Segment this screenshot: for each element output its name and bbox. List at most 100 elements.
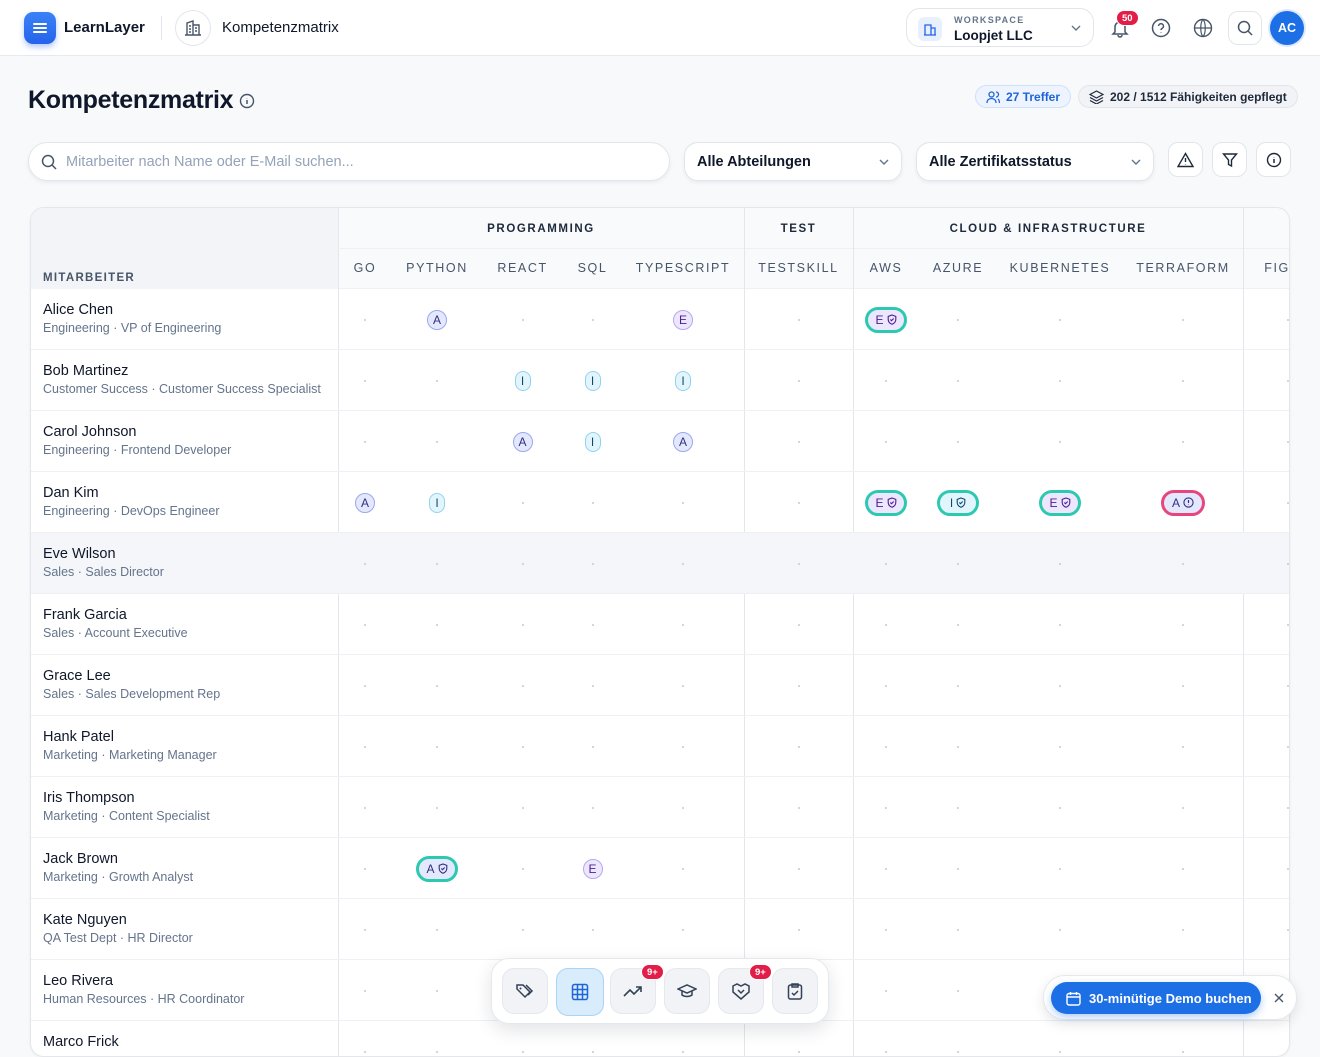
employee-row[interactable]: Carol Johnson Engineering · Frontend Deve… <box>31 411 1289 472</box>
skill-level-badge[interactable]: A <box>512 431 533 452</box>
empty-cell-dot <box>957 806 959 809</box>
workspace-switcher[interactable]: WORKSPACE Loopjet LLC <box>906 8 1094 47</box>
skill-level-badge[interactable]: E <box>865 306 907 333</box>
empty-cell-dot <box>957 440 959 443</box>
empty-cell-dot <box>521 562 524 565</box>
skill-level-badge[interactable]: I <box>675 370 691 391</box>
empty-cell-dot <box>521 623 524 626</box>
dock-tags[interactable] <box>502 968 548 1014</box>
employee-row[interactable]: Grace Lee Sales · Sales Development Rep <box>31 655 1289 716</box>
skill-level-badge[interactable]: I <box>584 431 601 452</box>
empty-cell-dot <box>364 440 366 443</box>
skill-header: TESTSKILL <box>758 261 839 275</box>
info-icon[interactable] <box>239 93 255 109</box>
skill-level-badge[interactable]: I <box>937 489 979 516</box>
skill-level-badge[interactable]: A <box>355 492 375 513</box>
demo-button[interactable]: 30-minütige Demo buchen <box>1051 982 1261 1014</box>
empty-cell-dot <box>797 440 800 443</box>
skill-level-badge[interactable]: I <box>514 370 531 391</box>
employee-name: Iris Thompson <box>43 790 135 806</box>
filter-button[interactable] <box>1212 142 1247 177</box>
empty-cell-dot <box>436 623 438 626</box>
competency-matrix: MITARBEITER GO PYTHON REACT SQL TYPESCRIPT PRO… <box>30 207 1290 1057</box>
employee-name: Kate Nguyen <box>43 912 127 928</box>
empty-cell-dot <box>364 806 366 809</box>
empty-cell-dot <box>521 501 524 504</box>
page-name: Kompetenzmatrix <box>222 19 339 36</box>
empty-cell-dot <box>957 562 959 565</box>
empty-cell-dot <box>797 745 800 748</box>
employee-header: MITARBEITER <box>43 272 136 284</box>
hits-text: 27 Treffer <box>1006 89 1061 104</box>
empty-cell-dot <box>1182 867 1184 870</box>
warning-button[interactable] <box>1168 142 1203 177</box>
empty-cell-dot <box>682 806 684 809</box>
workspace-label: WORKSPACE <box>954 15 1025 25</box>
employee-role: Marketing · Marketing Manager <box>43 748 217 762</box>
search-field[interactable]: Mitarbeiter nach Name oder E-Mail suchen… <box>28 142 670 181</box>
empty-cell-dot <box>591 623 594 626</box>
employee-row[interactable]: Alice Chen Engineering · VP of Engineerin… <box>31 289 1289 350</box>
empty-cell-dot <box>885 623 887 626</box>
avatar[interactable]: AC <box>1270 11 1304 45</box>
skill-level-badge[interactable]: E <box>673 309 693 330</box>
employee-row[interactable]: Marco Frick <box>31 1021 1289 1056</box>
employee-role: Engineering · DevOps Engineer <box>43 504 220 518</box>
empty-cell-dot <box>957 318 959 321</box>
close-icon[interactable] <box>1274 993 1284 1003</box>
skill-level-badge[interactable]: E <box>582 858 603 879</box>
empty-cell-dot <box>1182 318 1184 321</box>
empty-cell-dot <box>957 867 959 870</box>
search-placeholder: Mitarbeiter nach Name oder E-Mail suchen… <box>66 153 354 170</box>
skill-level: A <box>360 495 369 510</box>
employee-name: Leo Rivera <box>43 973 114 989</box>
empty-cell-dot <box>1287 684 1289 687</box>
employee-row[interactable]: Iris Thompson Marketing · Content Special… <box>31 777 1289 838</box>
dock-learning[interactable] <box>664 968 710 1014</box>
empty-cell-dot <box>364 745 366 748</box>
logo[interactable] <box>24 12 56 44</box>
notification-badge: 50 <box>1116 10 1139 26</box>
empty-cell-dot <box>1182 806 1184 809</box>
language-icon[interactable] <box>1193 18 1213 38</box>
employee-row[interactable]: Jack Brown Marketing · Growth Analyst A E <box>31 838 1289 899</box>
search-button[interactable] <box>1228 11 1262 45</box>
chevron <box>879 159 889 165</box>
skill-level-badge[interactable]: E <box>1039 489 1081 516</box>
empty-cell-dot <box>885 745 887 748</box>
empty-cell-dot <box>1059 379 1061 382</box>
skill-level-badge[interactable]: A <box>427 309 447 330</box>
skill-level-badge[interactable]: I <box>584 370 601 391</box>
skill-level: I <box>520 373 525 388</box>
empty-cell-dot <box>364 379 366 382</box>
empty-cell-dot <box>797 379 800 382</box>
employee-name: Eve Wilson <box>43 546 116 562</box>
employee-row[interactable]: Dan Kim Engineering · DevOps Engineer A I E I… <box>31 472 1289 533</box>
empty-cell-dot <box>797 928 800 931</box>
skill-level-badge[interactable]: A <box>1161 489 1205 516</box>
skill-level: E <box>875 495 884 510</box>
department-select[interactable]: Alle Abteilungen <box>684 142 902 181</box>
employee-cell: Grace Lee Sales · Sales Development Rep <box>43 668 336 701</box>
empty-cell-dot <box>1182 684 1184 687</box>
info-button[interactable] <box>1256 142 1291 177</box>
employee-row[interactable]: Frank Garcia Sales · Account Executive <box>31 594 1289 655</box>
skill-level-badge[interactable]: A <box>416 855 458 882</box>
employee-cell: Jack Brown Marketing · Growth Analyst <box>43 851 336 884</box>
empty-cell-dot <box>591 745 594 748</box>
skill-level-badge[interactable]: E <box>865 489 907 516</box>
empty-cell-dot <box>1287 562 1289 565</box>
employee-row[interactable]: Hank Patel Marketing · Marketing Manager <box>31 716 1289 777</box>
dock-tasks[interactable] <box>772 968 818 1014</box>
employee-row[interactable]: Eve Wilson Sales · Sales Director <box>31 533 1289 594</box>
employee-row[interactable]: Bob Martinez Customer Success · Customer … <box>31 350 1289 411</box>
dock-matrix[interactable] <box>556 968 604 1016</box>
skill-header: GO <box>353 261 377 275</box>
help-icon[interactable] <box>1151 18 1171 38</box>
skill-level-badge[interactable]: A <box>673 431 693 452</box>
certificate-select[interactable]: Alle Zertifikatsstatus <box>916 142 1154 181</box>
employee-row[interactable]: Kate Nguyen QA Test Dept · HR Director <box>31 899 1289 960</box>
skill-level-badge[interactable]: I <box>429 492 445 513</box>
empty-cell-dot <box>1059 1050 1061 1053</box>
